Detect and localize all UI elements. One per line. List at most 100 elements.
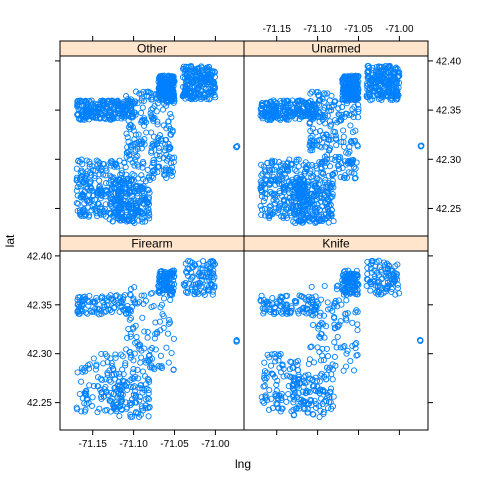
data-point bbox=[367, 265, 374, 272]
data-point bbox=[295, 187, 302, 194]
data-point bbox=[258, 102, 265, 109]
data-point bbox=[131, 136, 138, 143]
data-point bbox=[149, 168, 157, 175]
data-point bbox=[390, 272, 398, 279]
data-point bbox=[327, 182, 334, 189]
data-point bbox=[152, 346, 159, 353]
data-point bbox=[340, 291, 347, 298]
data-point bbox=[191, 262, 199, 269]
y-tick-label-right: 42.25 bbox=[436, 204, 461, 215]
x-tick-label: -71.00 bbox=[201, 439, 230, 450]
data-point bbox=[294, 308, 302, 315]
data-point bbox=[271, 350, 278, 357]
data-point bbox=[278, 213, 285, 220]
data-point bbox=[119, 377, 126, 384]
data-point bbox=[200, 80, 207, 88]
data-point bbox=[343, 350, 350, 357]
data-point bbox=[145, 357, 152, 364]
data-point bbox=[144, 375, 151, 382]
data-point bbox=[134, 100, 141, 107]
data-point bbox=[261, 305, 268, 312]
data-point bbox=[78, 378, 85, 385]
data-point bbox=[394, 285, 401, 292]
data-point bbox=[81, 296, 89, 303]
data-point bbox=[125, 111, 132, 119]
data-point bbox=[316, 137, 323, 144]
data-point bbox=[365, 91, 372, 98]
data-point bbox=[316, 312, 323, 319]
data-point bbox=[301, 406, 308, 413]
data-point bbox=[118, 110, 126, 117]
data-point bbox=[76, 207, 83, 214]
data-point bbox=[91, 172, 98, 179]
data-point bbox=[325, 136, 333, 143]
data-point bbox=[102, 187, 110, 194]
data-point bbox=[108, 371, 116, 378]
data-point bbox=[93, 294, 100, 301]
data-point bbox=[163, 102, 170, 109]
data-point bbox=[280, 373, 287, 380]
data-point bbox=[111, 163, 118, 170]
data-point bbox=[283, 166, 290, 173]
data-point bbox=[151, 102, 158, 109]
data-point bbox=[281, 105, 288, 113]
data-point bbox=[145, 396, 152, 403]
data-point bbox=[211, 261, 218, 268]
data-point bbox=[303, 166, 310, 173]
data-point bbox=[120, 296, 127, 303]
data-point bbox=[318, 111, 326, 118]
data-point bbox=[277, 408, 284, 415]
data-point bbox=[189, 273, 196, 280]
data-point bbox=[298, 293, 305, 300]
data-point bbox=[280, 365, 287, 372]
data-point bbox=[169, 128, 176, 135]
data-point bbox=[364, 86, 371, 93]
data-point bbox=[167, 286, 174, 293]
data-point bbox=[96, 159, 103, 167]
data-point bbox=[371, 276, 378, 283]
data-point bbox=[89, 112, 96, 119]
data-point bbox=[135, 375, 142, 382]
data-point bbox=[328, 405, 335, 412]
data-point bbox=[383, 92, 390, 99]
data-point bbox=[156, 90, 163, 97]
data-point bbox=[274, 401, 281, 408]
data-point bbox=[354, 90, 362, 97]
data-point bbox=[150, 115, 157, 122]
data-point bbox=[328, 121, 335, 128]
data-point bbox=[268, 211, 275, 218]
data-point bbox=[155, 148, 162, 155]
data-point bbox=[127, 125, 134, 132]
data-point bbox=[258, 394, 265, 401]
data-point bbox=[74, 369, 81, 376]
data-point bbox=[292, 194, 299, 202]
data-point bbox=[293, 298, 300, 305]
data-point bbox=[394, 69, 401, 76]
data-point bbox=[327, 201, 334, 208]
data-point bbox=[167, 110, 174, 117]
data-point bbox=[76, 390, 83, 398]
strip-label-knife: Knife bbox=[322, 237, 350, 251]
data-point bbox=[115, 389, 122, 397]
data-point bbox=[76, 209, 83, 216]
data-point bbox=[110, 114, 117, 122]
data-point bbox=[211, 69, 218, 76]
data-point bbox=[277, 293, 284, 300]
data-point bbox=[91, 201, 98, 208]
data-point bbox=[182, 288, 190, 296]
data-point bbox=[78, 408, 85, 415]
data-point bbox=[127, 330, 134, 338]
data-point bbox=[124, 176, 131, 183]
data-point bbox=[305, 293, 312, 300]
data-point bbox=[135, 131, 142, 138]
data-point bbox=[323, 181, 330, 188]
data-point bbox=[127, 208, 134, 215]
data-point bbox=[97, 208, 104, 215]
data-point bbox=[166, 280, 174, 287]
y-axis-label: lat bbox=[3, 234, 17, 247]
data-point bbox=[286, 366, 293, 373]
data-point bbox=[292, 115, 299, 122]
data-point bbox=[273, 381, 280, 388]
data-point bbox=[109, 365, 117, 372]
data-point bbox=[311, 102, 318, 109]
